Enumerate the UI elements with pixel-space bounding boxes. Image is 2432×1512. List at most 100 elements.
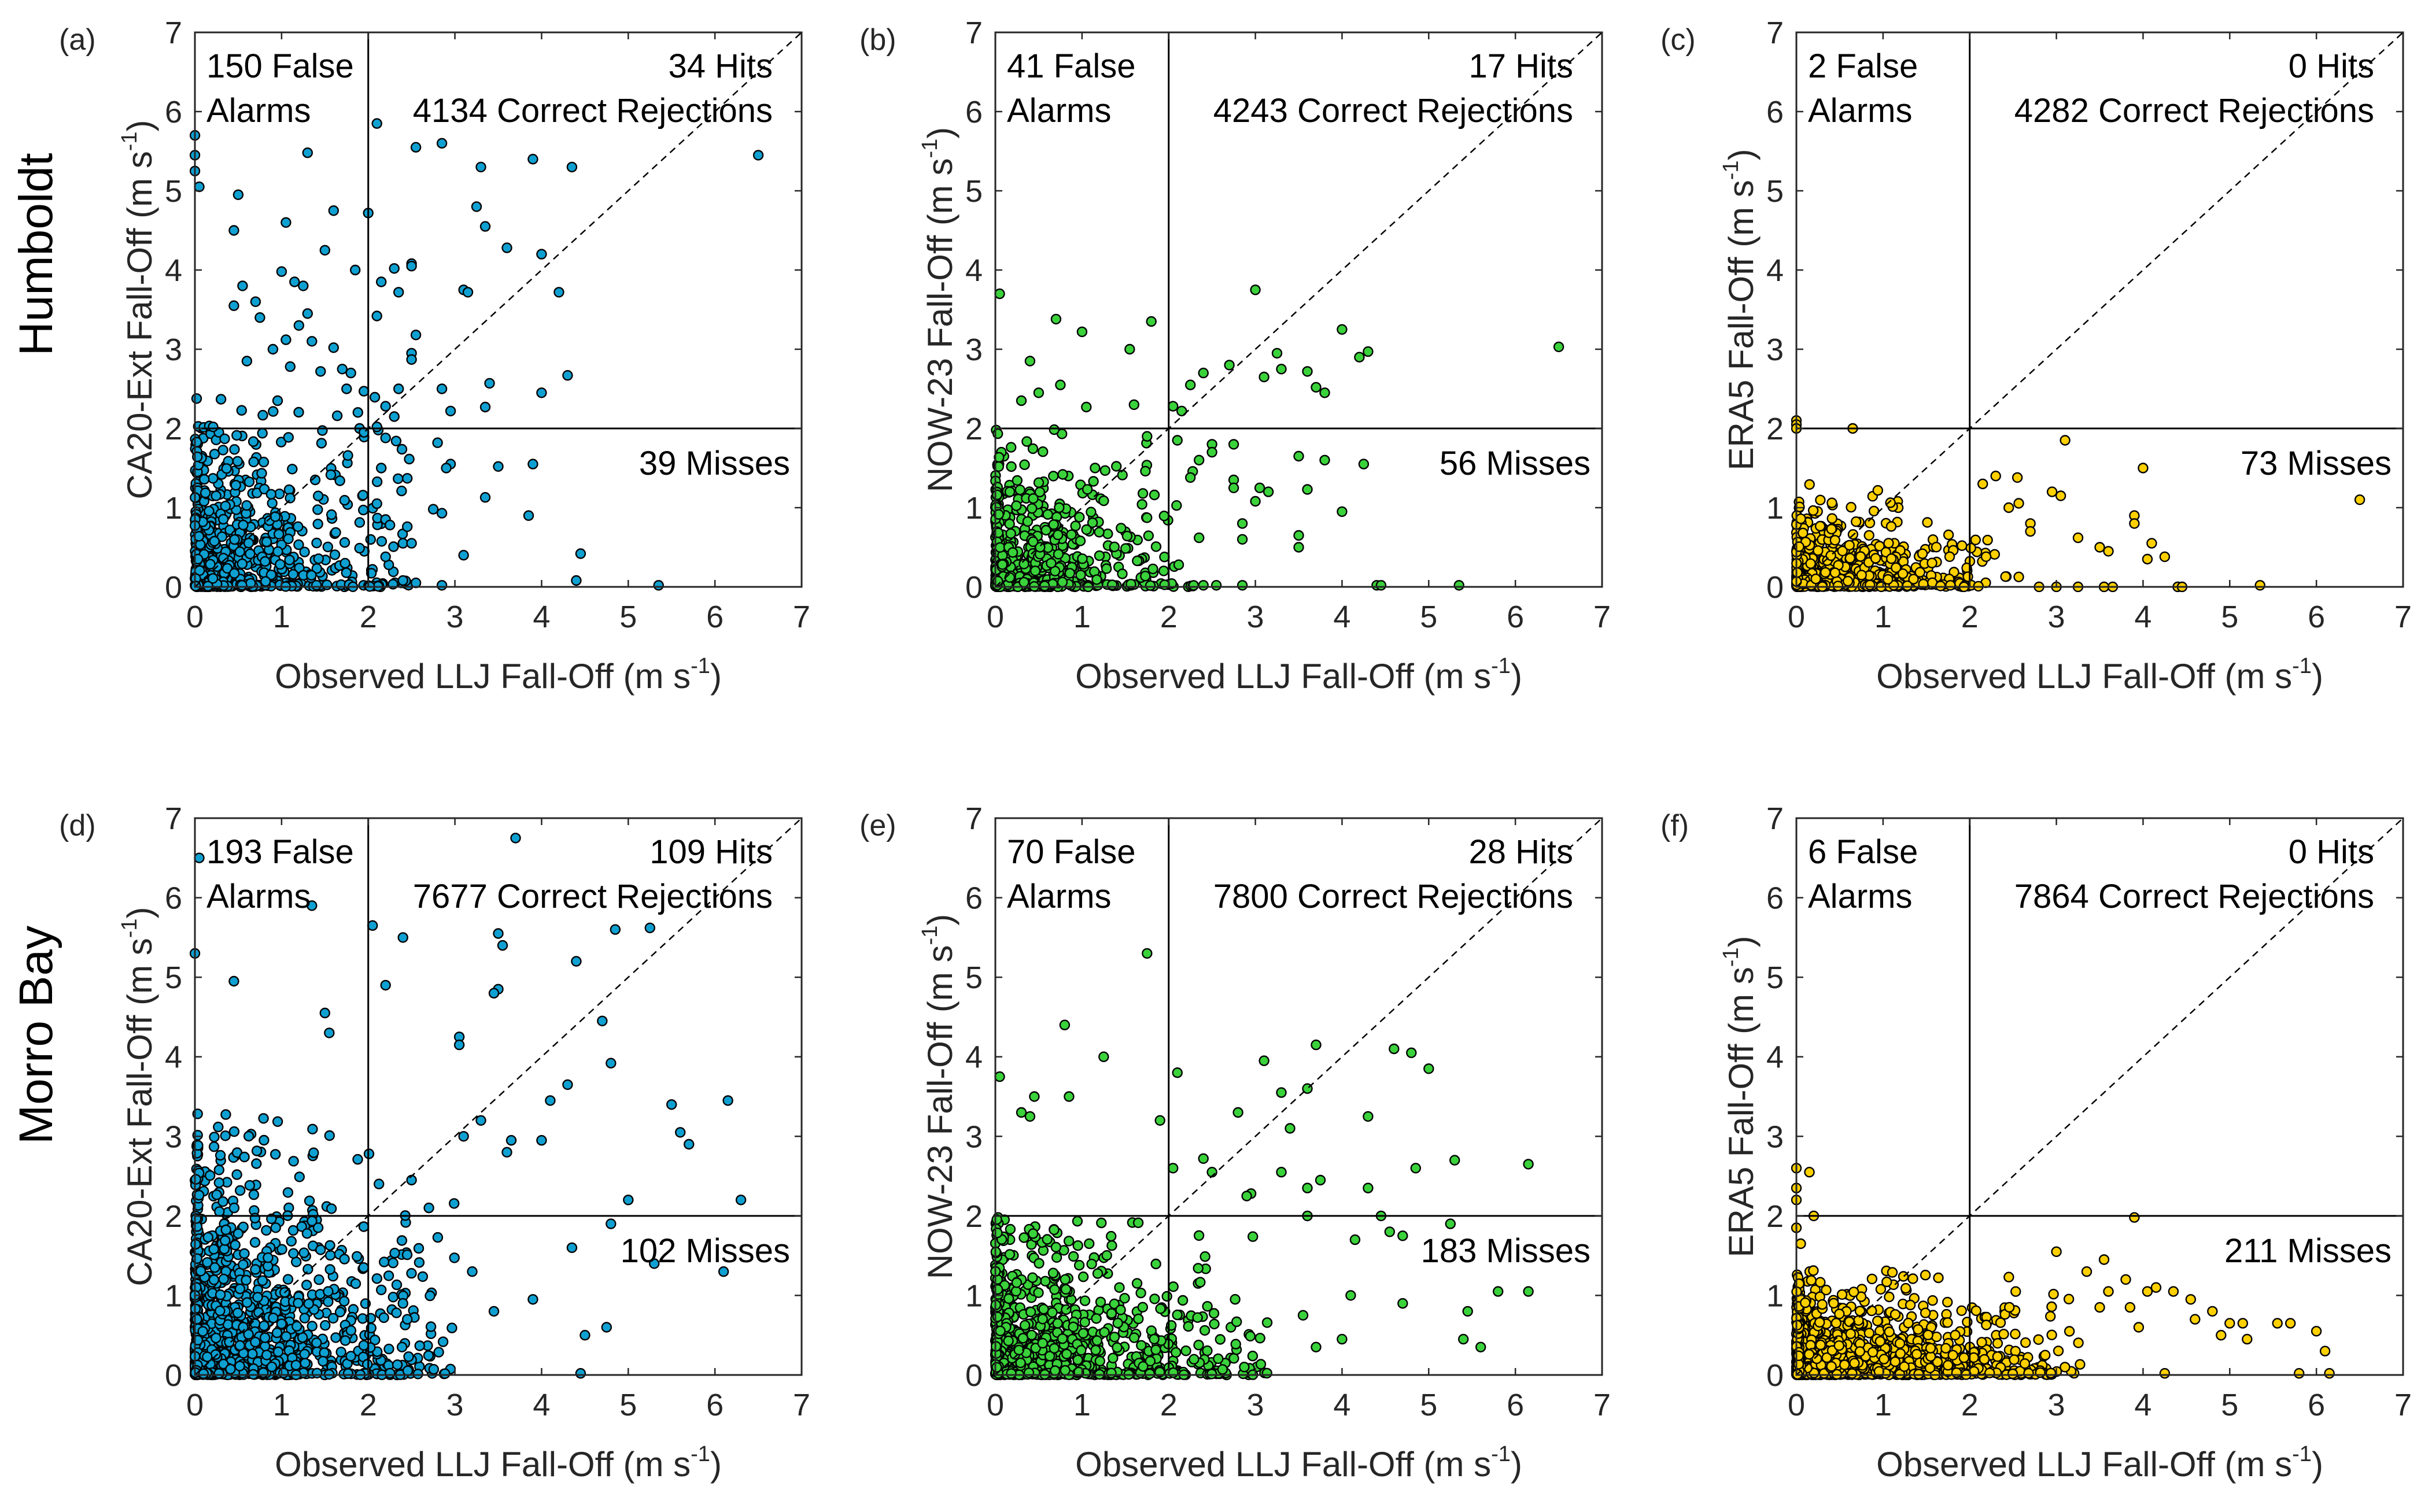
data-point — [207, 573, 219, 584]
data-point — [1319, 387, 1330, 398]
data-point — [1209, 1318, 1220, 1330]
data-point — [324, 1264, 335, 1275]
y-axis-label: ERA5 Fall-Off (m s-1) — [1719, 149, 1761, 470]
data-point — [204, 505, 215, 517]
row-label: Humboldt — [10, 153, 62, 356]
data-point — [371, 1273, 382, 1284]
data-point — [198, 1368, 209, 1380]
data-point — [362, 1359, 373, 1370]
data-point — [397, 575, 408, 586]
data-point — [376, 536, 388, 547]
y-tick-label: 4 — [165, 1040, 182, 1075]
hits-count: 34 Hits — [668, 47, 773, 85]
y-tick-label: 6 — [1766, 95, 1784, 130]
data-point — [440, 1368, 451, 1379]
data-point — [1106, 1240, 1117, 1251]
data-point — [329, 549, 341, 560]
y-tick-label: 6 — [965, 95, 983, 130]
data-point — [267, 343, 279, 355]
data-point — [479, 401, 491, 413]
data-point — [250, 296, 261, 307]
data-point — [1814, 520, 1826, 532]
data-point — [1006, 461, 1017, 472]
data-point — [311, 1337, 322, 1348]
data-point — [248, 1189, 260, 1200]
data-point — [335, 1347, 346, 1358]
data-point — [1311, 382, 1322, 393]
data-point — [220, 501, 231, 512]
data-point — [436, 383, 448, 394]
data-point — [1109, 1332, 1120, 1343]
x-tick-label: 5 — [1420, 600, 1437, 634]
data-point — [1083, 1238, 1095, 1249]
data-point — [1943, 529, 1954, 541]
data-point — [1855, 551, 1866, 562]
data-point — [298, 280, 309, 291]
data-point — [1215, 1334, 1226, 1345]
data-point — [1193, 454, 1205, 465]
data-point — [229, 534, 240, 545]
data-point — [1990, 471, 2001, 482]
data-point — [406, 261, 417, 272]
data-point — [1882, 574, 1894, 585]
data-point — [1057, 576, 1068, 587]
data-point — [523, 510, 534, 521]
data-point — [287, 1225, 299, 1236]
data-point — [501, 1147, 512, 1158]
data-point — [288, 1248, 299, 1259]
data-point — [194, 852, 205, 864]
data-point — [231, 1169, 242, 1180]
data-point — [1012, 475, 1023, 486]
data-point — [229, 568, 240, 579]
data-point — [303, 1298, 314, 1310]
data-point — [2103, 546, 2114, 557]
data-point — [396, 443, 408, 455]
data-point — [270, 511, 281, 522]
data-point — [1245, 1330, 1256, 1342]
misses-count: 39 Misses — [639, 445, 790, 482]
data-point — [211, 1332, 222, 1344]
data-point — [1018, 1232, 1029, 1243]
data-point — [211, 1189, 222, 1200]
data-point — [1820, 567, 1831, 578]
data-point — [1004, 486, 1016, 497]
data-point — [370, 1334, 381, 1345]
data-point — [1168, 1281, 1179, 1292]
data-point — [1970, 534, 1981, 545]
data-point — [1199, 1325, 1211, 1336]
data-point — [1136, 1340, 1147, 1351]
data-point — [1254, 1333, 1265, 1344]
data-point — [261, 1350, 272, 1361]
data-point — [371, 422, 382, 432]
x-axis-label: Observed LLJ Fall-Off (m s-1) — [275, 1442, 722, 1484]
data-point — [217, 445, 228, 456]
data-point — [324, 1249, 336, 1261]
data-point — [1077, 553, 1088, 564]
data-point — [191, 393, 202, 404]
data-point — [1099, 465, 1111, 476]
data-point — [301, 1280, 312, 1291]
data-point — [281, 217, 291, 228]
data-point — [580, 1329, 591, 1341]
data-point — [313, 553, 324, 564]
data-point — [217, 1196, 228, 1207]
data-point — [391, 1279, 403, 1291]
data-point — [209, 1132, 220, 1143]
data-point — [230, 1240, 241, 1251]
data-point — [221, 463, 232, 474]
data-point — [286, 1236, 297, 1247]
data-point — [237, 580, 248, 591]
data-point — [284, 554, 295, 565]
data-point — [256, 468, 267, 479]
data-point — [283, 533, 294, 545]
data-point — [412, 1369, 423, 1380]
axes-box — [194, 31, 803, 588]
data-point — [276, 1244, 287, 1255]
data-point — [1908, 574, 1919, 585]
data-point — [1829, 567, 1841, 578]
y-tick-label: 7 — [165, 801, 182, 836]
data-point — [1874, 541, 1885, 552]
data-point — [225, 1363, 236, 1375]
data-point — [219, 433, 230, 445]
